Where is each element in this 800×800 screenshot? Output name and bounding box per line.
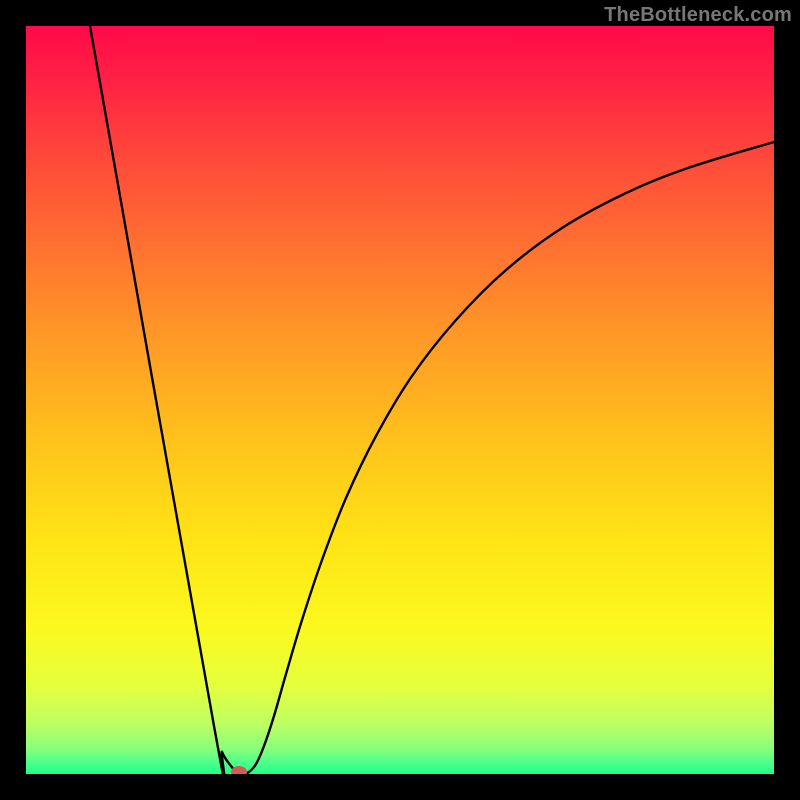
curve-left-branch <box>90 26 243 774</box>
plot-area <box>26 26 774 774</box>
curve-right-branch <box>243 142 774 774</box>
chart-frame: TheBottleneck.com <box>0 0 800 800</box>
bottleneck-curve <box>26 26 774 774</box>
watermark-text: TheBottleneck.com <box>604 4 792 27</box>
